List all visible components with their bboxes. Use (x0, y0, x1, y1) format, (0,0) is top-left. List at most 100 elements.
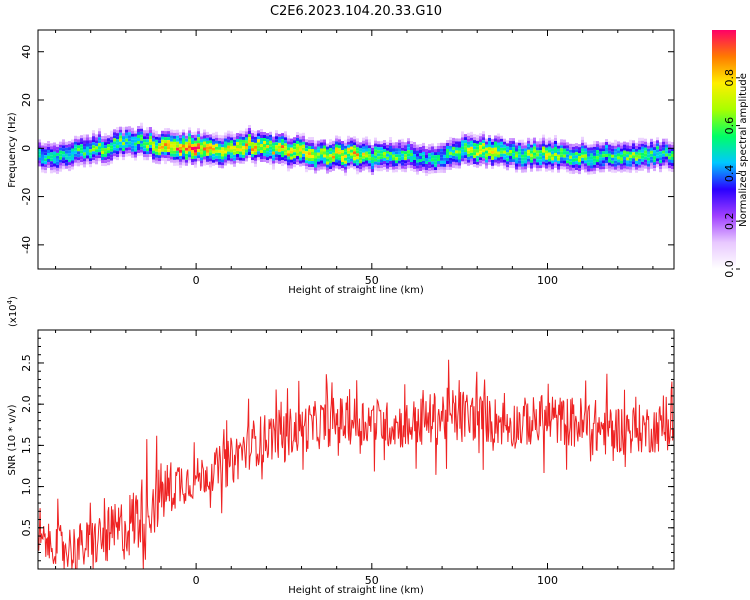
spectrogram-cell (155, 133, 158, 137)
spectrogram-cell (137, 144, 140, 147)
spectrogram-cell (383, 146, 386, 149)
spectrogram-cell (305, 169, 308, 173)
spectrogram-cell (566, 166, 569, 170)
spectrogram-cell (263, 132, 266, 135)
spectrogram-cell (335, 165, 338, 169)
spectrogram-cell (416, 159, 419, 163)
spectrogram-cell (446, 152, 449, 155)
spectrogram-cell (554, 162, 557, 165)
spectrogram-cell (203, 132, 206, 136)
spectrogram-cell (599, 142, 602, 146)
spectrogram-cell (518, 139, 521, 143)
spectrogram-cell (509, 147, 512, 150)
spectrogram-cell (494, 150, 497, 154)
spectrogram-cell (161, 136, 164, 140)
spectrogram-cell (374, 143, 377, 147)
spectrogram-cell (659, 148, 662, 152)
spectrogram-cell (203, 159, 206, 163)
spectrogram-cell (323, 157, 326, 161)
spectrogram-cell (353, 166, 356, 170)
spectrogram-cell (449, 148, 452, 152)
spectrogram-cell (563, 139, 566, 143)
spectrogram-cell (635, 160, 638, 164)
spectrogram-cell (86, 158, 89, 162)
spectrogram-cell (212, 144, 215, 148)
spectrogram-cell (371, 169, 374, 172)
spectrogram-cell (569, 146, 572, 150)
spectrogram-cell (512, 153, 515, 157)
spectrogram-cell (236, 160, 239, 163)
spectrogram-cell (527, 152, 530, 156)
spectrogram-cell (410, 168, 413, 171)
spectrogram-cell (428, 162, 431, 166)
spectrogram-cell (152, 153, 155, 157)
spectrogram-cell (509, 144, 512, 147)
spectrogram-cell (218, 152, 221, 156)
spectrogram-cell (353, 136, 356, 140)
spectrogram-cell (200, 160, 203, 164)
spectrogram-cell (587, 156, 590, 160)
spectrogram-cell (362, 149, 365, 153)
spectrogram-cell (170, 141, 173, 145)
spectrogram-cell (128, 150, 131, 154)
spectrogram-cell (44, 161, 47, 165)
spectrogram-cell (545, 159, 548, 163)
spectrogram-cell (56, 149, 59, 153)
spectrogram-cell (557, 154, 560, 158)
spectrogram-cell (137, 150, 140, 153)
spectrogram-cell (182, 156, 185, 160)
spectrogram-cell (476, 158, 479, 162)
spectrogram-cell (194, 137, 197, 141)
spectrogram-cell (293, 155, 296, 159)
spectrogram-cell (491, 162, 494, 166)
spectrogram-cell (638, 140, 641, 144)
spectrogram-cell (257, 130, 260, 134)
spectrogram-cell (74, 144, 77, 148)
spectrogram-cell (320, 151, 323, 155)
spectrogram-cell (122, 145, 125, 149)
spectrogram-cell (107, 144, 110, 148)
spectrogram-cell (146, 157, 149, 161)
spectrogram-cell (542, 134, 545, 138)
spectrogram-cell (512, 141, 515, 145)
spectrogram-cell (347, 144, 350, 148)
spectrogram-cell (389, 140, 392, 143)
spectrogram-cell (494, 135, 497, 139)
spectrogram-cell (188, 133, 191, 137)
spectrogram-cell (650, 165, 653, 169)
spectrogram-cell (71, 157, 74, 161)
spectrogram-cell (269, 137, 272, 141)
spectrogram-cell (296, 135, 299, 138)
spectrogram-cell (137, 126, 140, 129)
spectrogram-cell (179, 152, 182, 156)
spectrogram-cell (353, 160, 356, 164)
spectrogram-cell (563, 142, 566, 146)
spectrogram-cell (623, 165, 626, 169)
spectrogram-cell (251, 151, 254, 155)
spectrogram-cell (479, 142, 482, 146)
spectrogram-cell (398, 154, 401, 158)
spectrogram-cell (620, 142, 623, 146)
spectrogram-cell (563, 166, 566, 170)
spectrogram-cell (104, 139, 107, 143)
spectrogram-cell (80, 153, 83, 157)
spectrogram-cell (332, 158, 335, 162)
spectrogram-cell (446, 164, 449, 167)
spectrogram-cell (44, 158, 47, 162)
spectrogram-cell (398, 157, 401, 161)
spectrogram-cell (320, 160, 323, 164)
spectrogram-cell (92, 133, 95, 137)
spectrogram-cell (380, 165, 383, 169)
spectrogram-cell (107, 156, 110, 160)
spectrogram-cell (371, 157, 374, 160)
spectrogram-cell (137, 138, 140, 141)
spectrogram-cell (284, 137, 287, 141)
spectrogram-cell (233, 163, 236, 167)
spectrogram-cell (170, 138, 173, 142)
spectrogram-cell (626, 151, 629, 155)
spectrogram-cell (485, 147, 488, 151)
spectrogram-cell (365, 139, 368, 143)
spectrogram-cell (197, 134, 200, 138)
spectrogram-cell (635, 163, 638, 167)
spectrogram-cell (56, 170, 59, 174)
